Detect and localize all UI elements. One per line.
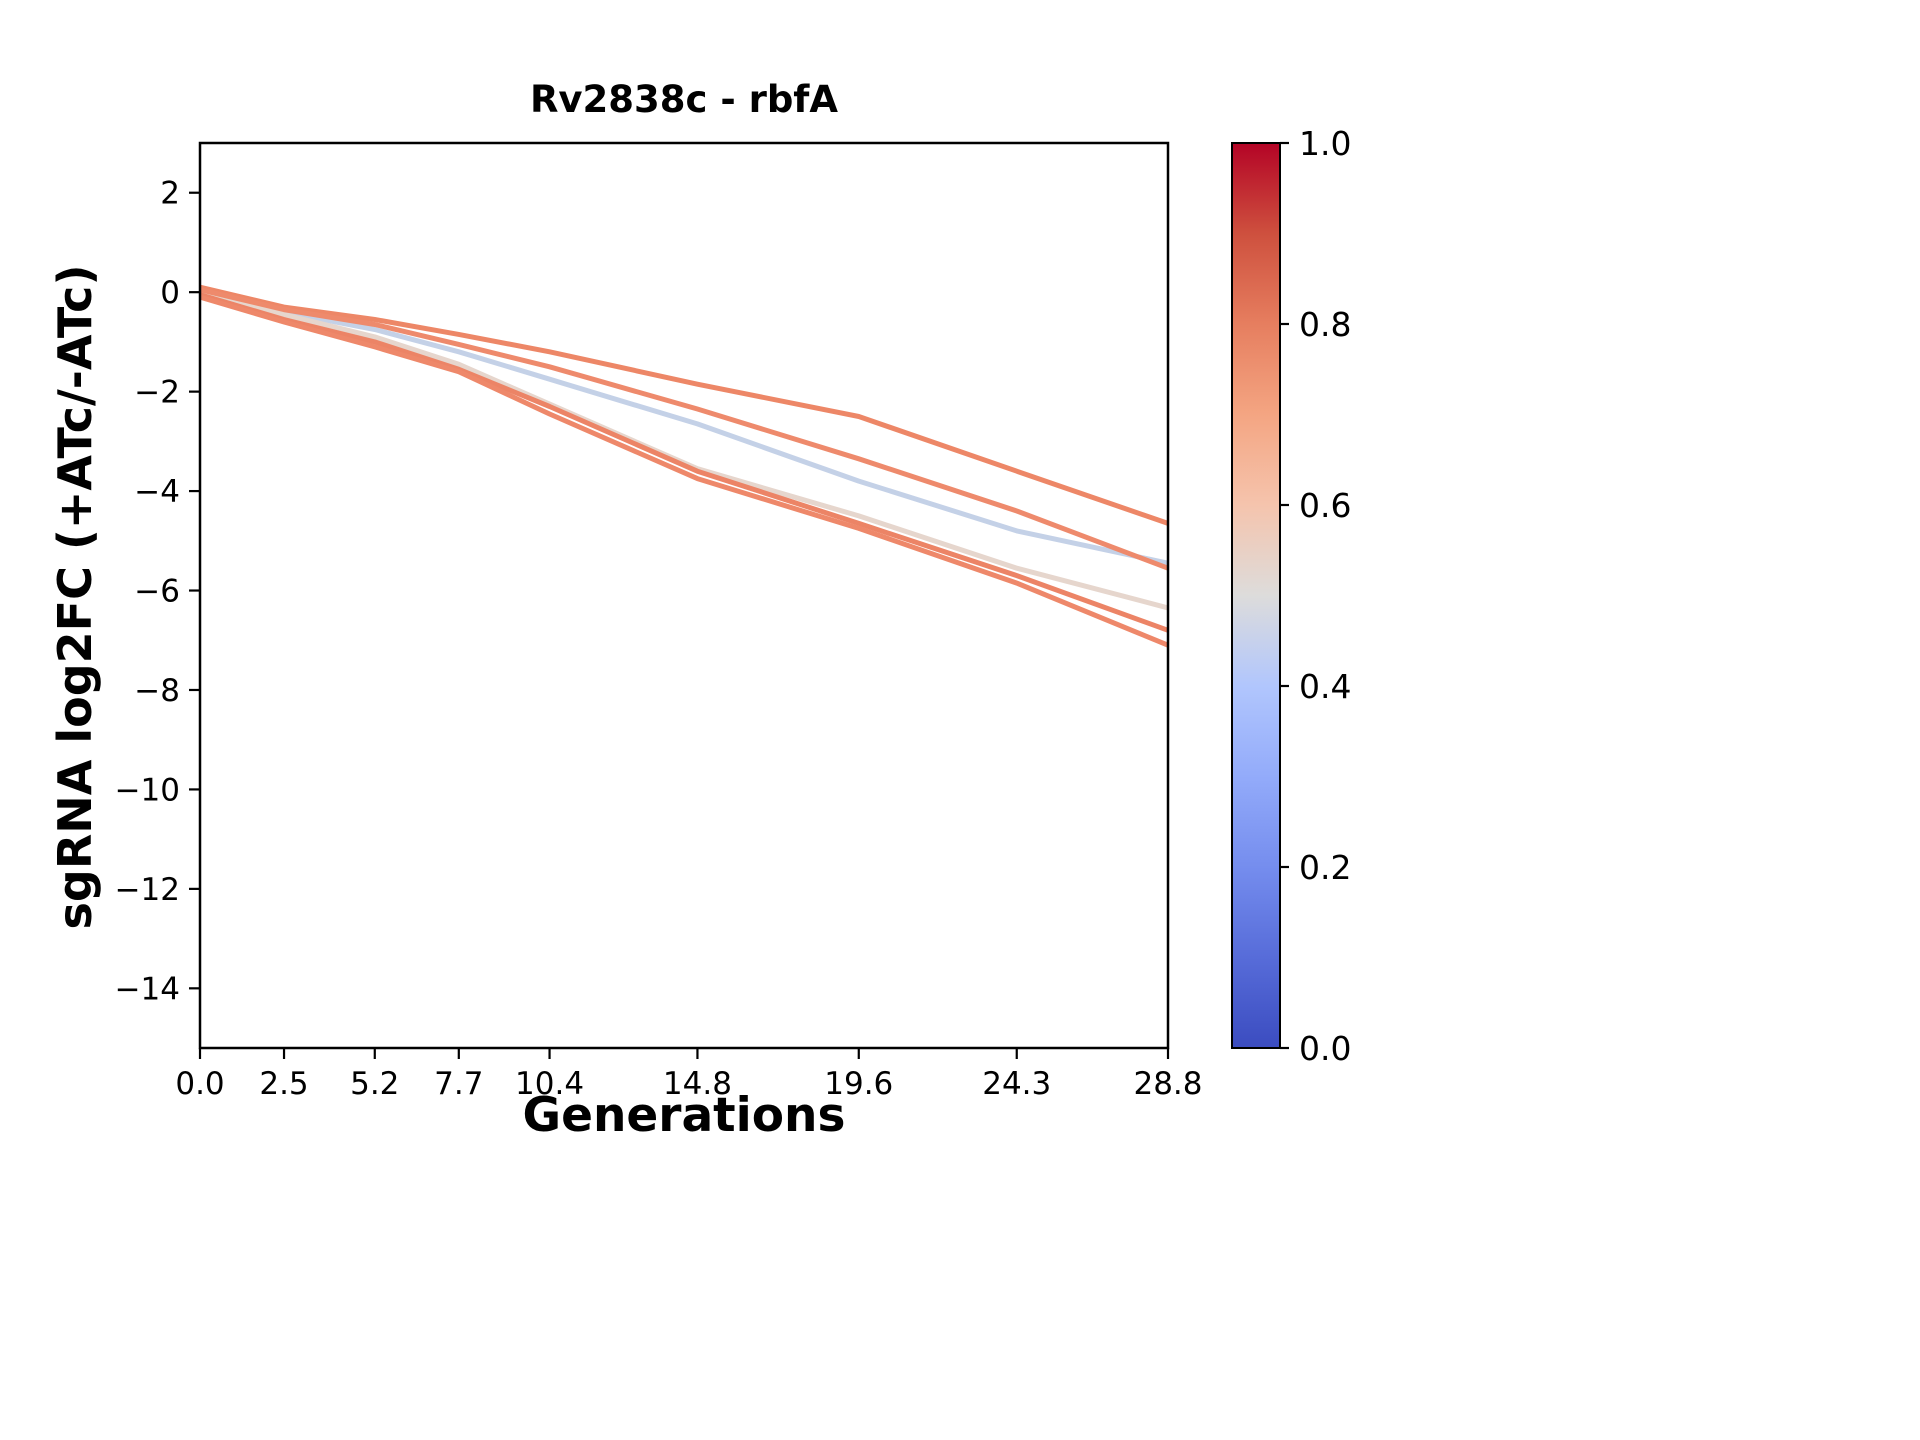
series-line-4 bbox=[199, 287, 1169, 571]
colorbar-tick-label: 0.6 bbox=[1299, 486, 1351, 525]
series-line-5 bbox=[199, 292, 1169, 633]
colorbar-tick-label: 0.8 bbox=[1299, 305, 1351, 344]
y-tick-label: −14 bbox=[115, 971, 180, 1007]
y-tick-label: −10 bbox=[115, 772, 180, 808]
x-tick-label: 0.0 bbox=[175, 1066, 224, 1102]
y-tick-label: 0 bbox=[160, 275, 180, 311]
y-axis-label: sgRNA log2FC (+ATc/-ATc) bbox=[48, 264, 102, 930]
x-tick-label: 10.4 bbox=[515, 1066, 584, 1102]
series-line-6 bbox=[199, 294, 1169, 648]
colorbar-border bbox=[1231, 142, 1281, 1049]
y-tick-label: −2 bbox=[134, 375, 180, 411]
colorbar-tick-label: 0.0 bbox=[1299, 1029, 1351, 1068]
series-line-1 bbox=[199, 289, 1169, 566]
x-tick-label: 5.2 bbox=[350, 1066, 399, 1102]
y-tick-label: −12 bbox=[115, 872, 180, 908]
x-tick-label: 14.8 bbox=[663, 1066, 732, 1102]
plot-border bbox=[198, 141, 1170, 1050]
y-tick-label: −6 bbox=[134, 574, 180, 610]
colorbar-tick-label: 1.0 bbox=[1299, 124, 1351, 163]
x-tick-label: 7.7 bbox=[434, 1066, 483, 1102]
x-tick-label: 28.8 bbox=[1133, 1066, 1202, 1102]
x-axis-label: Generations bbox=[522, 1088, 846, 1143]
y-tick-label: −8 bbox=[134, 673, 180, 709]
series-line-3 bbox=[199, 284, 1169, 526]
y-tick-label: −4 bbox=[134, 474, 180, 510]
x-tick-label: 24.3 bbox=[982, 1066, 1051, 1102]
colorbar bbox=[1232, 143, 1280, 1048]
y-tick-label: 2 bbox=[160, 176, 180, 212]
x-tick-label: 19.6 bbox=[824, 1066, 893, 1102]
colorbar-tick-label: 0.4 bbox=[1299, 667, 1351, 706]
chart-title: Rv2838c - rbfA bbox=[529, 78, 839, 121]
x-tick-label: 2.5 bbox=[259, 1066, 308, 1102]
colorbar-tick-label: 0.2 bbox=[1299, 848, 1351, 887]
